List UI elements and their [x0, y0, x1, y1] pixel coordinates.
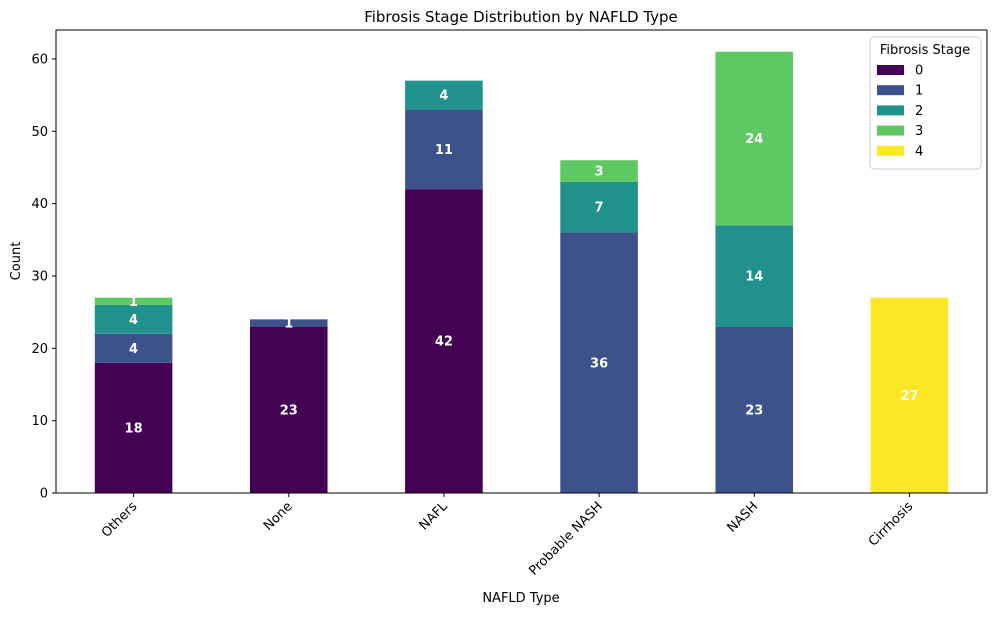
bar-value-label: 7 — [595, 201, 604, 216]
legend-label: 2 — [915, 104, 923, 119]
bar-value-label: 3 — [595, 165, 604, 180]
legend-label: 3 — [915, 124, 923, 139]
bar-segment — [405, 80, 483, 110]
y-axis: 0 10 20 30 40 50 60 — [31, 52, 56, 502]
x-tick-label: Cirrhosis — [866, 499, 917, 550]
bar-segment — [405, 109, 483, 190]
bar-segment — [715, 225, 794, 327]
x-tick-label: NAFL — [417, 499, 452, 534]
legend-swatch — [877, 145, 904, 156]
x-tick-label: None — [261, 499, 296, 534]
x-tick-label: Others — [99, 499, 141, 541]
bar-segment — [249, 319, 328, 327]
legend-swatch — [877, 65, 904, 75]
bar-value-label: 42 — [435, 335, 453, 350]
bar-value-label: 18 — [125, 421, 143, 436]
bar-value-label: 1 — [284, 316, 293, 331]
x-axis-label: NAFLD Type — [482, 591, 559, 606]
bar-segment — [560, 181, 638, 233]
y-tick-label: 50 — [31, 125, 48, 140]
bars-layer — [94, 51, 949, 493]
x-tick-label: NASH — [725, 499, 762, 536]
bar-segment — [94, 362, 173, 493]
bar-value-label: 24 — [745, 132, 763, 147]
bar-segment — [560, 160, 638, 182]
legend-label: 1 — [915, 84, 923, 99]
legend-swatch — [877, 85, 904, 96]
legend-swatch — [877, 105, 904, 116]
bar-segment — [405, 189, 483, 493]
legend-label: 4 — [915, 144, 923, 159]
bar-segment — [249, 326, 328, 493]
bar-value-label: 27 — [900, 389, 918, 404]
bar-segment — [715, 51, 794, 226]
y-axis-label: Count — [9, 242, 24, 281]
bar-segment — [94, 304, 173, 334]
bar-value-label: 4 — [129, 342, 138, 357]
bar-segment — [94, 297, 173, 305]
bar-segment — [870, 297, 949, 493]
legend-items: 0 1 2 3 4 — [877, 64, 923, 159]
legend-swatch — [877, 125, 904, 136]
y-tick-label: 60 — [31, 52, 48, 67]
bar-value-label: 23 — [745, 403, 763, 418]
y-tick-label: 40 — [31, 197, 48, 212]
bar-value-label: 36 — [590, 356, 608, 371]
bar-segment — [715, 326, 794, 493]
legend-title: Fibrosis Stage — [880, 43, 970, 58]
legend-label: 0 — [915, 64, 923, 79]
bar-value-label: 1 — [129, 295, 138, 310]
x-axis: Others None NAFL Probable NASH NASH Cirrhosis — [99, 493, 916, 579]
chart-title: Fibrosis Stage Distribution by NAFLD Typ… — [364, 8, 678, 26]
bar-value-label: 23 — [280, 403, 298, 418]
plot-frame — [55, 29, 988, 494]
bar-value-label: 14 — [745, 269, 763, 284]
bar-segment — [560, 232, 638, 493]
legend: Fibrosis Stage 0 1 2 3 4 — [869, 36, 982, 170]
x-tick-label: Probable NASH — [526, 499, 606, 579]
bar-value-label: 4 — [129, 313, 138, 328]
bar-value-label: 11 — [435, 143, 453, 158]
bar-value-labels: 18 4 4 1 23 1 42 11 4 36 7 3 23 14 24 27 — [125, 89, 919, 437]
axes — [55, 29, 988, 494]
bar-segment — [94, 333, 173, 363]
y-tick-label: 20 — [31, 342, 48, 357]
y-tick-label: 10 — [31, 414, 48, 429]
y-tick-label: 30 — [31, 269, 48, 284]
y-tick-label: 0 — [40, 487, 48, 502]
bar-value-label: 4 — [439, 89, 448, 104]
